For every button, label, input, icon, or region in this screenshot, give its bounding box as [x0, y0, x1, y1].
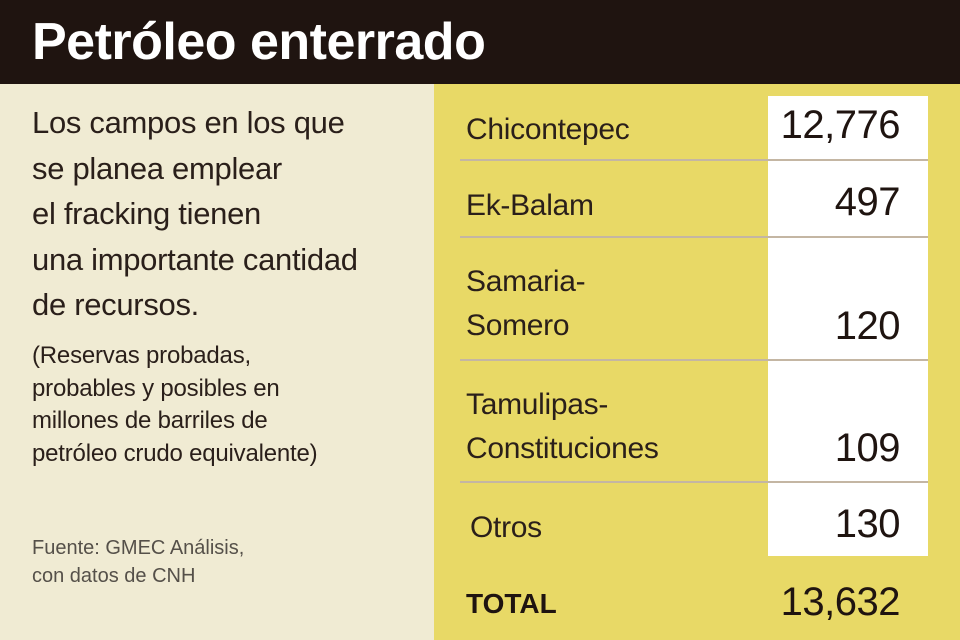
table-row-label: Tamulipas- [466, 388, 609, 421]
row-separator [460, 236, 928, 238]
source-note: Fuente: GMEC Análisis, con datos de CNH [32, 534, 422, 590]
title-bar: Petróleo enterrado [0, 0, 960, 84]
intro-text: Los campos en los que se planea emplear … [32, 100, 422, 328]
source-line: Fuente: GMEC Análisis, [32, 537, 245, 559]
intro-line: de recursos. [32, 287, 199, 322]
units-note: (Reservas probadas, probables y posibles… [32, 340, 422, 470]
table-row-value: 130 [834, 502, 901, 546]
intro-line: se planea emplear [32, 150, 282, 186]
table-row-label: Somero [466, 309, 570, 342]
intro-line: Los campos en los que [32, 105, 345, 140]
total-label: TOTAL [466, 588, 557, 619]
intro-line: el fracking tienen [32, 196, 261, 231]
values-column [768, 96, 928, 556]
table-row-label: Constituciones [466, 432, 659, 465]
row-separator [460, 359, 928, 361]
note-line: (Reservas probadas, [32, 342, 251, 369]
note-line: petróleo crudo equivalente) [32, 439, 318, 467]
row-separator [460, 481, 928, 483]
note-line: millones de barriles de [32, 407, 268, 434]
note-line: probables y posibles en [32, 374, 280, 402]
table-row-label: Otros [470, 511, 542, 544]
intro-line: una importante cantidad [32, 241, 358, 277]
table-row-value: 497 [834, 180, 901, 224]
left-panel [0, 84, 434, 640]
table-row-label: Samaria- [466, 265, 586, 298]
table-row-label: Ek-Balam [466, 189, 594, 222]
total-value: 13,632 [780, 580, 901, 624]
row-separator [460, 159, 928, 161]
source-line: con datos de CNH [32, 565, 196, 587]
table-row-value: 120 [834, 304, 901, 348]
table-row-value: 12,776 [780, 103, 901, 147]
page-title: Petróleo enterrado [32, 13, 486, 71]
table-row-label: Chicontepec [466, 113, 630, 146]
table-row-value: 109 [834, 426, 901, 470]
